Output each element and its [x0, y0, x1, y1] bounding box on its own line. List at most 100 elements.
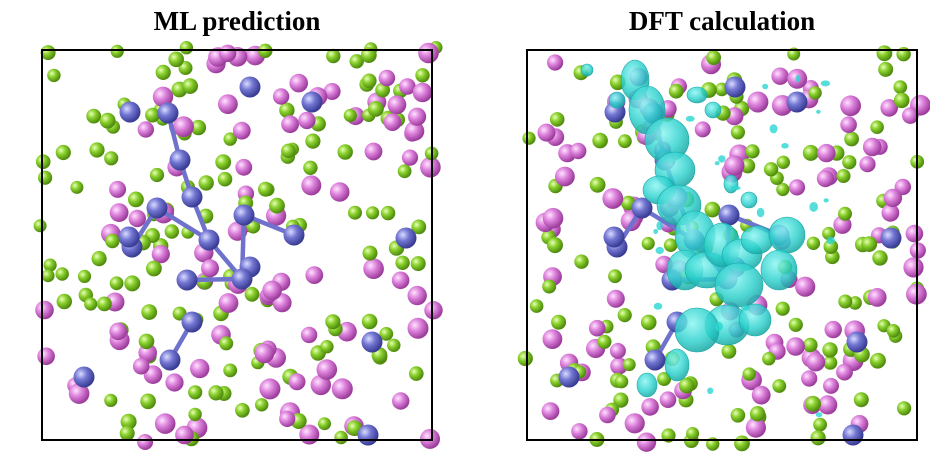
green-atom: [668, 83, 684, 99]
magenta-atom: [272, 88, 290, 105]
magenta-atom: [641, 398, 659, 416]
green-atom: [618, 134, 632, 149]
green-atom: [223, 132, 237, 146]
green-atom: [281, 143, 296, 159]
magenta-atom: [219, 44, 237, 62]
blue-atom: [176, 269, 198, 291]
density-fragment: [740, 305, 751, 311]
blue-atom: [169, 149, 191, 171]
density-lobe: [580, 63, 594, 77]
magenta-atom: [817, 143, 836, 163]
green-atom: [397, 164, 412, 179]
background-atoms: [33, 41, 443, 450]
green-atom: [853, 392, 869, 408]
green-atom: [686, 427, 700, 440]
green-atom: [893, 80, 908, 94]
green-atom: [704, 201, 721, 218]
magenta-atom: [175, 425, 194, 445]
green-atom: [334, 430, 348, 445]
magenta-atom: [279, 410, 296, 427]
blue-atom: [239, 76, 261, 98]
green-atom: [190, 119, 207, 136]
magenta-atom: [724, 155, 745, 176]
magenta-atom: [795, 276, 816, 297]
green-atom: [215, 154, 232, 170]
green-atom: [749, 406, 766, 422]
blue-atom: [181, 186, 203, 208]
blue-atom: [361, 331, 383, 353]
green-atom: [179, 41, 194, 55]
magenta-atom: [132, 357, 150, 375]
green-atom: [43, 258, 57, 272]
green-atom: [337, 144, 353, 160]
green-atom: [802, 144, 819, 161]
magenta-atom: [383, 113, 402, 131]
green-atom: [38, 170, 53, 185]
magenta-atom: [610, 357, 628, 375]
magenta-atom: [109, 203, 129, 223]
magenta-atom: [262, 280, 282, 301]
green-atom: [641, 236, 655, 251]
green-atom: [640, 314, 657, 331]
green-atom: [776, 182, 790, 197]
green-atom: [597, 334, 612, 349]
green-atom: [77, 269, 92, 283]
green-atom: [104, 393, 118, 407]
green-atom: [325, 314, 341, 330]
green-atom: [47, 68, 61, 83]
magenta-atom: [289, 73, 309, 93]
dft-calculation-title: DFT calculation: [628, 6, 816, 36]
magenta-atom: [602, 188, 624, 209]
magenta-atom: [571, 423, 588, 440]
green-atom: [349, 54, 364, 69]
green-atom: [776, 155, 790, 169]
magenta-atom: [694, 121, 711, 138]
magenta-atom: [137, 434, 154, 450]
blue-atom: [644, 349, 666, 371]
magenta-atom: [867, 288, 887, 307]
magenta-atom: [412, 82, 433, 103]
magenta-atom: [862, 137, 882, 157]
green-atom: [40, 45, 56, 61]
green-atom: [763, 162, 779, 177]
green-atom: [589, 176, 606, 193]
blue-atom: [603, 226, 625, 248]
ml-prediction-title: ML prediction: [153, 6, 321, 36]
green-atom: [375, 82, 390, 98]
green-atom: [838, 294, 853, 309]
blue-atom: [357, 424, 379, 446]
green-atom: [97, 296, 112, 312]
green-atom: [348, 205, 362, 220]
magenta-atom: [818, 395, 838, 415]
magenta-atom: [420, 428, 440, 449]
blue-atom: [198, 229, 220, 251]
green-atom: [146, 260, 162, 277]
magenta-atom: [902, 107, 919, 124]
magenta-atom: [259, 378, 281, 400]
green-atom: [279, 102, 295, 118]
blue-atom: [724, 76, 746, 98]
density-fragment: [707, 387, 714, 395]
magenta-atom: [840, 95, 861, 117]
magenta-atom: [747, 91, 769, 113]
magenta-atom: [190, 358, 210, 379]
green-atom: [164, 224, 179, 239]
green-atom: [529, 299, 544, 313]
green-atom: [823, 355, 838, 370]
green-atom: [379, 327, 394, 341]
magenta-atom: [404, 121, 425, 141]
green-atom: [542, 279, 557, 294]
magenta-atom: [588, 319, 606, 337]
green-atom: [84, 297, 98, 311]
green-atom: [872, 250, 888, 266]
green-atom: [366, 206, 380, 220]
magenta-atom: [801, 370, 818, 387]
magenta-atom: [363, 258, 384, 279]
green-atom: [70, 180, 84, 194]
magenta-atom: [745, 417, 766, 438]
magenta-atom: [300, 326, 318, 344]
charge-density-isosurface: [580, 59, 835, 418]
green-atom: [614, 374, 629, 389]
magenta-atom: [173, 116, 194, 138]
green-atom: [362, 245, 378, 261]
